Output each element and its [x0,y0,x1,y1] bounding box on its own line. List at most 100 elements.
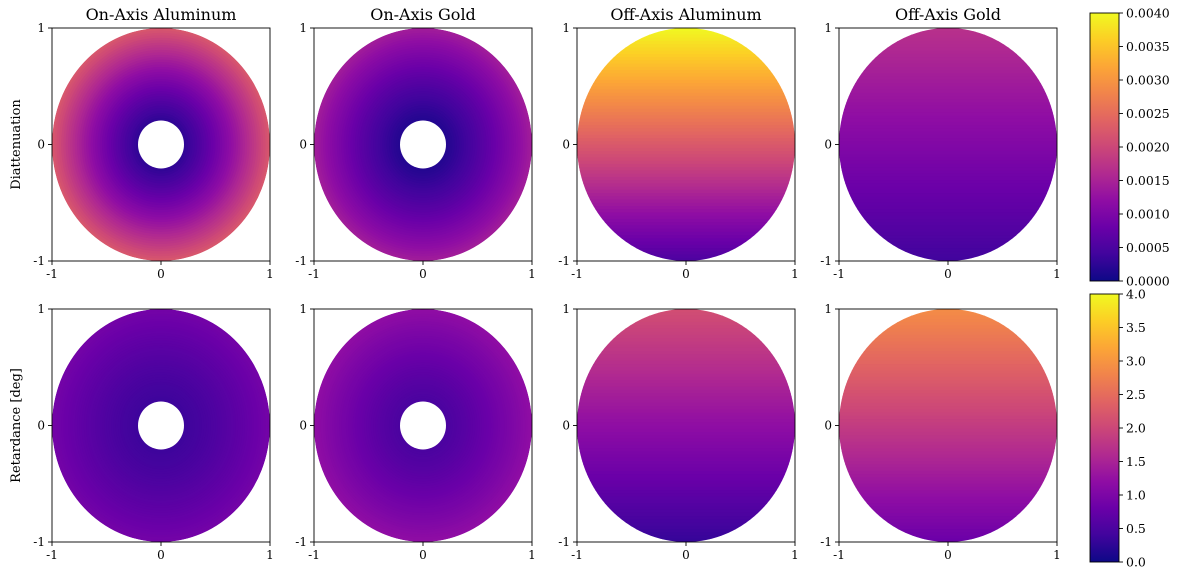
vertical-band [577,422,795,427]
vertical-band [577,480,795,485]
x-tick-label: 1 [791,548,799,562]
vertical-band [577,66,795,71]
y-tick-label: 1 [37,302,45,316]
row-ylabel: Retardance [deg] [9,368,24,483]
colorbar-tick-label: 0.0010 [1126,207,1170,222]
colorbar-tick-label: 0.0005 [1126,240,1170,255]
vertical-band [577,448,795,452]
y-tick-label: -1 [820,535,832,549]
vertical-band [839,60,1057,65]
vertical-band [577,193,795,197]
vertical-band [839,79,1057,84]
vertical-band [577,105,795,110]
vertical-band [839,506,1057,511]
y-tick-label: -1 [295,254,307,268]
vertical-band [577,34,795,39]
vertical-band [839,425,1057,430]
vertical-band [577,309,795,313]
vertical-band [839,496,1057,501]
x-tick-label: 0 [157,267,165,281]
vertical-band [839,380,1057,385]
vertical-band [577,138,795,142]
vertical-band [839,532,1057,537]
vertical-band [839,516,1057,520]
vertical-band [839,402,1057,407]
x-tick-label: -1 [571,267,583,281]
vertical-band [839,66,1057,71]
vertical-band [577,60,795,65]
vertical-band [839,63,1057,68]
vertical-band [577,538,795,542]
x-tick-label: -1 [833,267,845,281]
vertical-band [577,461,795,465]
colorbar [1089,12,1120,282]
vertical-band [577,490,795,495]
central-obscuration [400,401,446,450]
vertical-band [577,467,795,472]
vertical-band [839,244,1057,249]
vertical-band [839,53,1057,58]
vertical-band [577,150,795,155]
y-tick-label: -1 [295,535,307,549]
vertical-band [839,431,1057,436]
vertical-band [577,470,795,475]
vertical-band [839,386,1057,391]
vertical-band [577,519,795,524]
vertical-band [577,341,795,346]
column-title: On-Axis Aluminum [86,5,237,24]
vertical-band [839,180,1057,184]
vertical-band [839,254,1057,259]
vertical-band [839,212,1057,217]
colorbar-tick-label: 0.0 [1126,555,1146,570]
y-tick-label: 0 [824,419,832,433]
vertical-band [839,215,1057,220]
vertical-band [839,170,1057,175]
vertical-band [577,525,795,530]
vertical-band [577,167,795,171]
vertical-band [839,470,1057,475]
x-tick-label: 0 [157,548,165,562]
vertical-band [839,467,1057,472]
vertical-band [839,351,1057,355]
x-tick-label: 1 [1053,548,1061,562]
y-tick-label: 1 [299,21,307,35]
colorbar-tick-label: 0.0035 [1126,39,1170,54]
vertical-band [839,347,1057,352]
vertical-band [577,529,795,533]
vertical-band [577,212,795,217]
vertical-band [577,325,795,330]
vertical-band [839,338,1057,342]
vertical-band [839,225,1057,230]
vertical-band [577,396,795,401]
vertical-band [839,367,1057,372]
vertical-band [839,183,1057,188]
x-tick-label: 1 [791,267,799,281]
x-tick-label: 1 [528,548,536,562]
vertical-band [577,47,795,52]
colorbar-tick-label: 0.5 [1126,521,1146,536]
vertical-band [839,370,1057,375]
x-tick-label: 0 [944,267,952,281]
vertical-band [839,486,1057,491]
vertical-band [839,248,1057,252]
vertical-band [577,399,795,404]
vertical-band [577,454,795,459]
y-tick-label: 0 [824,138,832,152]
vertical-band [839,480,1057,485]
vertical-band [577,334,795,339]
vertical-band [577,251,795,256]
vertical-band [839,209,1057,214]
vertical-band [839,31,1057,36]
vertical-band [577,438,795,443]
vertical-band [577,44,795,49]
x-tick-label: -1 [46,267,58,281]
vertical-band [839,364,1057,368]
vertical-band [577,373,795,378]
vertical-band [839,428,1057,433]
x-tick-label: 0 [944,548,952,562]
vertical-band [577,76,795,81]
vertical-band [577,50,795,55]
vertical-band [577,351,795,355]
vertical-band [839,157,1057,162]
x-tick-label: -1 [833,548,845,562]
